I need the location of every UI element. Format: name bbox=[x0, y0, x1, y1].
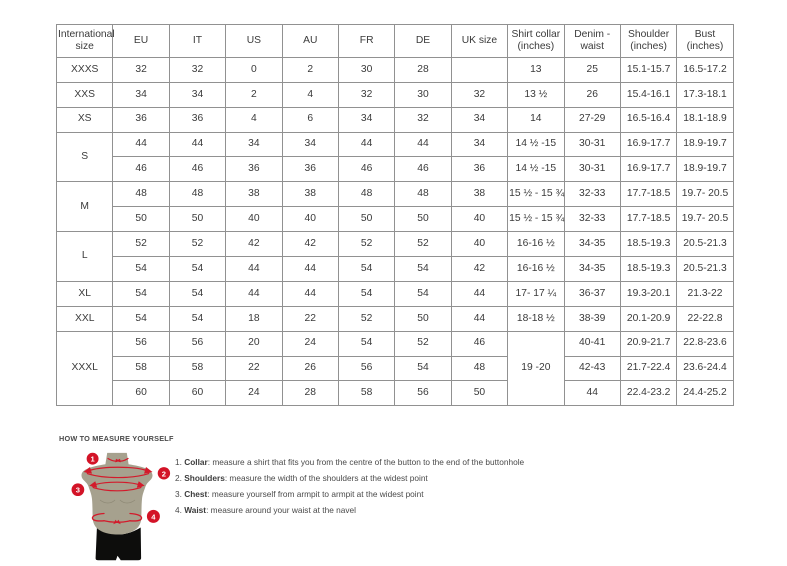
svg-text:3: 3 bbox=[76, 486, 80, 495]
svg-text:2: 2 bbox=[162, 469, 166, 478]
